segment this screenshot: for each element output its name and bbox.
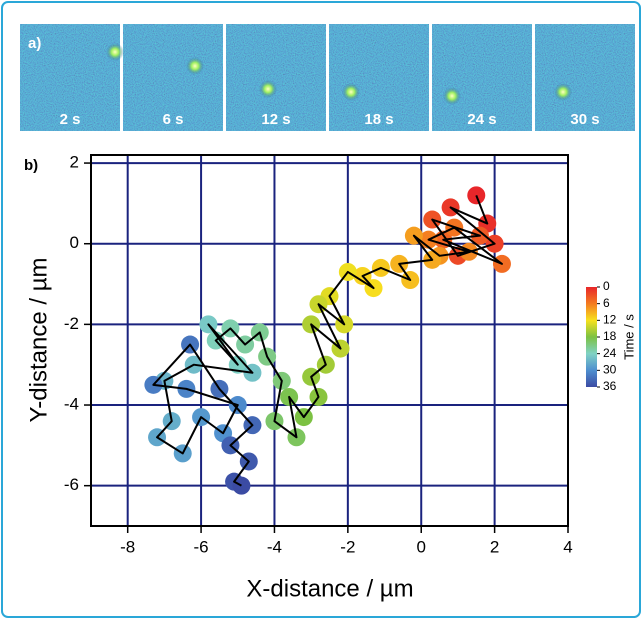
- x-axis-label: X-distance / µm: [246, 575, 413, 602]
- colorbar-tick-label: 36: [603, 379, 617, 393]
- particle: [186, 57, 204, 75]
- image-noise: [226, 24, 326, 131]
- colorbar-tick-label: 0: [603, 279, 610, 293]
- x-tick-label: 0: [416, 537, 425, 556]
- time-label: 30 s: [570, 111, 599, 128]
- y-tick-label: -2: [64, 314, 79, 333]
- x-tick-label: -6: [194, 537, 209, 556]
- axes-frame: [90, 154, 569, 527]
- image-noise: [432, 24, 532, 131]
- colorbar-tick-label: 12: [603, 313, 617, 327]
- image-noise: [123, 24, 223, 131]
- colorbar-tick-label: 18: [603, 329, 617, 343]
- x-tick-label: 2: [490, 537, 499, 556]
- particle: [443, 87, 461, 105]
- x-tick-label: -4: [267, 537, 282, 556]
- x-tick-label: -2: [340, 537, 355, 556]
- time-label: 2 s: [60, 111, 81, 128]
- x-tick-label: -8: [120, 537, 135, 556]
- particle: [342, 83, 360, 101]
- colorbar-tick-label: 6: [603, 296, 610, 310]
- image-strip: 2 s 6 s 12 s 18 s 24 s 30 s: [20, 24, 635, 131]
- image-noise: [329, 24, 429, 131]
- colorbar: [586, 287, 597, 387]
- panel-label: b): [24, 157, 38, 174]
- time-label: 24 s: [467, 111, 496, 128]
- image-noise: [20, 24, 120, 131]
- colorbar-label: Time / s: [621, 314, 636, 360]
- particle: [259, 80, 277, 98]
- y-tick-label: 2: [70, 153, 79, 172]
- image-noise: [535, 24, 635, 131]
- panel-label: a): [28, 35, 41, 52]
- y-axis-label: Y-distance / µm: [25, 257, 52, 422]
- particle: [554, 83, 572, 101]
- time-label: 18 s: [364, 111, 393, 128]
- trajectory-line: [152, 194, 503, 487]
- colorbar-tick-label: 30: [603, 363, 617, 377]
- y-tick-label: -6: [64, 475, 79, 494]
- time-label: 12 s: [261, 111, 290, 128]
- particle: [106, 43, 124, 61]
- colorbar-tick-label: 24: [603, 346, 617, 360]
- x-tick-label: 4: [563, 537, 572, 556]
- y-tick-label: -4: [64, 395, 79, 414]
- time-label: 6 s: [163, 111, 184, 128]
- y-tick-label: 0: [70, 233, 79, 252]
